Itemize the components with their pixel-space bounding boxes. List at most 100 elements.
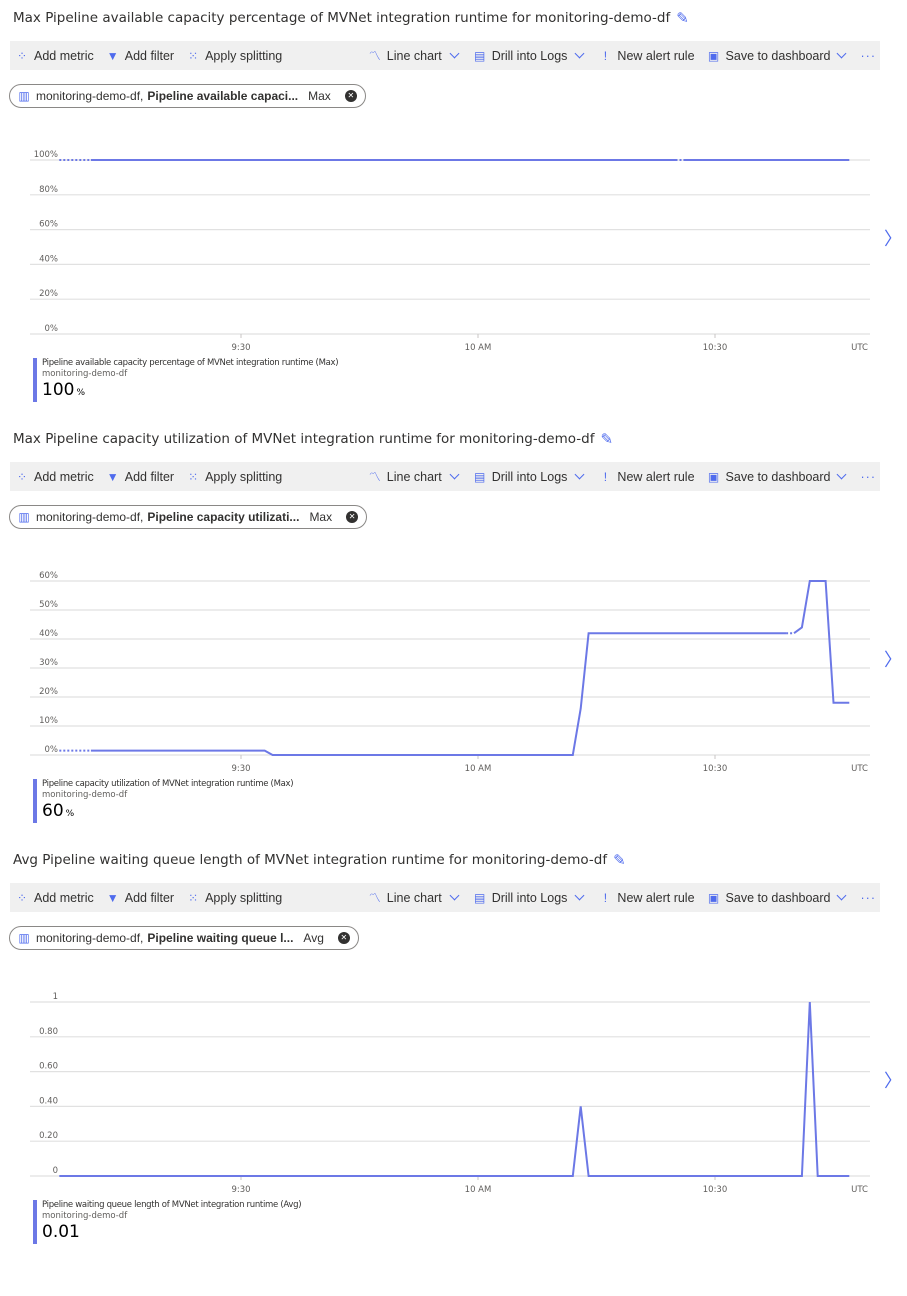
legend-value: 60 [42, 801, 64, 821]
timezone-label: UTC [851, 343, 868, 353]
x-tick-label: 9:30 [231, 764, 250, 774]
apply-splitting-button[interactable]: ⁙ Apply splitting [185, 41, 282, 70]
chevron-down-icon [836, 48, 846, 59]
splitting-icon: ⁙ [188, 469, 199, 484]
new-alert-label: New alert rule [617, 890, 695, 905]
splitting-icon: ⁙ [188, 890, 199, 905]
x-tick-label: 9:30 [231, 1185, 250, 1195]
line-chart-label: Line chart [386, 469, 442, 484]
data-factory-icon: ▥ [18, 931, 30, 945]
line-chart-icon: 〽 [368, 470, 381, 484]
new-alert-rule-button[interactable]: ! New alert rule [597, 41, 695, 70]
y-tick-label: 60% [39, 220, 58, 230]
line-chart: 0% 20% 40% 60% 80% 100% 9:30 10 AM 10:30 UTC [30, 150, 870, 353]
add-metric-button[interactable]: ⁘ Add metric [14, 883, 94, 912]
save-dashboard-label: Save to dashboard [725, 469, 831, 484]
remove-metric-close-icon[interactable]: ✕ [337, 932, 350, 944]
series-line [90, 632, 787, 756]
y-tick-label: 40% [39, 254, 58, 264]
drill-into-logs-dropdown[interactable]: ▤ Drill into Logs [472, 462, 587, 491]
save-to-dashboard-dropdown[interactable]: ▣ Save to dashboard [706, 41, 848, 70]
line-chart-dropdown[interactable]: 〽 Line chart [367, 41, 461, 70]
add-filter-button[interactable]: ▼ Add filter [105, 41, 174, 70]
new-alert-rule-button[interactable]: ! New alert rule [597, 462, 695, 491]
save-icon: ▣ [707, 469, 720, 484]
apply-splitting-label: Apply splitting [205, 469, 283, 484]
edit-title-pencil-icon[interactable]: ✎ [676, 9, 689, 27]
add-metric-label: Add metric [34, 469, 94, 484]
chart-title-text: Avg Pipeline waiting queue length of MVN… [13, 852, 608, 868]
edit-title-pencil-icon[interactable]: ✎ [613, 851, 626, 869]
toolbar-left-group: ⁘ Add metric ▼ Add filter ⁙ Apply splitting [14, 41, 282, 70]
apply-splitting-button[interactable]: ⁙ Apply splitting [185, 462, 282, 491]
legend-resource: monitoring-demo-df [42, 1211, 128, 1221]
chart-legend[interactable]: Pipeline available capacity percentage o… [33, 358, 339, 402]
apply-splitting-label: Apply splitting [205, 890, 283, 905]
alert-icon: ! [603, 890, 608, 905]
toolbar-right-group: 〽 Line chart ▤ Drill into Logs ! New alert … [367, 883, 876, 912]
remove-metric-close-icon[interactable]: ✕ [344, 90, 357, 102]
apply-splitting-button[interactable]: ⁙ Apply splitting [185, 883, 282, 912]
remove-metric-close-icon[interactable]: ✕ [346, 511, 359, 523]
chart-legend[interactable]: Pipeline waiting queue length of MVNet i… [33, 1200, 302, 1244]
pill-aggregation: Max [308, 89, 331, 103]
y-tick-label: 30% [39, 658, 58, 668]
add-metric-button[interactable]: ⁘ Add metric [14, 41, 94, 70]
chevron-down-icon [574, 890, 585, 901]
chart-legend[interactable]: Pipeline capacity utilization of MVNet i… [33, 779, 294, 823]
x-tick-label: 10:30 [703, 764, 728, 774]
line-chart-dropdown[interactable]: 〽 Line chart [367, 462, 461, 491]
y-tick-label: 0% [45, 745, 59, 755]
legend-value: 100 [42, 380, 75, 400]
x-tick-label: 10:30 [703, 1185, 728, 1195]
line-chart: 0% 10% 20% 30% 40% 50% 60% 9:30 10 AM 10:30 UTC [30, 571, 870, 774]
y-tick-label: 1 [53, 992, 58, 1002]
chevron-right-icon[interactable]: 〉 [884, 650, 902, 671]
y-tick-label: 60% [39, 571, 58, 581]
chevron-right-icon[interactable]: 〉 [884, 229, 902, 250]
metric-chart-panel: Max Pipeline capacity utilization of MVN… [0, 421, 907, 842]
chart-title-text: Max Pipeline capacity utilization of MVN… [13, 431, 595, 447]
y-tick-label: 10% [39, 716, 58, 726]
save-to-dashboard-dropdown[interactable]: ▣ Save to dashboard [706, 462, 848, 491]
edit-title-pencil-icon[interactable]: ✎ [600, 430, 614, 448]
filter-icon: ▼ [106, 890, 119, 905]
drill-into-logs-dropdown[interactable]: ▤ Drill into Logs [472, 41, 587, 70]
chevron-down-icon [449, 469, 460, 480]
metric-pill[interactable]: ▥ monitoring-demo-df, Pipeline capacity … [9, 505, 368, 529]
new-alert-label: New alert rule [617, 469, 695, 484]
more-options-button[interactable]: ··· [860, 469, 876, 484]
add-filter-button[interactable]: ▼ Add filter [105, 883, 174, 912]
line-chart-label: Line chart [386, 890, 442, 905]
save-icon: ▣ [707, 890, 720, 905]
legend-resource: monitoring-demo-df [42, 790, 128, 800]
chart-title: Avg Pipeline waiting queue length of MVN… [13, 851, 626, 869]
chevron-down-icon [836, 890, 846, 901]
toolbar-right-group: 〽 Line chart ▤ Drill into Logs ! New alert … [367, 41, 876, 70]
chevron-down-icon [574, 469, 585, 480]
add-filter-label: Add filter [124, 890, 175, 905]
more-options-button[interactable]: ··· [860, 48, 876, 63]
legend-unit: % [65, 809, 75, 819]
more-options-button[interactable]: ··· [860, 890, 876, 905]
save-to-dashboard-dropdown[interactable]: ▣ Save to dashboard [706, 883, 848, 912]
chart-title: Max Pipeline capacity utilization of MVN… [13, 430, 613, 448]
x-tick-label: 9:30 [231, 343, 250, 353]
chevron-right-icon[interactable]: 〉 [884, 1071, 902, 1092]
add-metric-button[interactable]: ⁘ Add metric [14, 462, 94, 491]
filter-icon: ▼ [106, 48, 119, 63]
metric-pill[interactable]: ▥ monitoring-demo-df, Pipeline available… [9, 84, 366, 108]
new-alert-rule-button[interactable]: ! New alert rule [597, 883, 695, 912]
series-line [59, 1001, 850, 1177]
line-chart-dropdown[interactable]: 〽 Line chart [367, 883, 461, 912]
logs-icon: ▤ [474, 890, 486, 905]
chart-toolbar: ⁘ Add metric ▼ Add filter ⁙ Apply splitting… [10, 41, 880, 70]
chart-title: Max Pipeline available capacity percenta… [13, 9, 689, 27]
metric-pill[interactable]: ▥ monitoring-demo-df, Pipeline waiting q… [9, 926, 359, 950]
y-tick-label: 50% [39, 600, 58, 610]
timezone-label: UTC [851, 1185, 868, 1195]
metric-chart-panel: Avg Pipeline waiting queue length of MVN… [0, 842, 907, 1263]
add-filter-button[interactable]: ▼ Add filter [105, 462, 174, 491]
drill-into-logs-dropdown[interactable]: ▤ Drill into Logs [472, 883, 587, 912]
add-metric-icon: ⁘ [16, 890, 28, 905]
